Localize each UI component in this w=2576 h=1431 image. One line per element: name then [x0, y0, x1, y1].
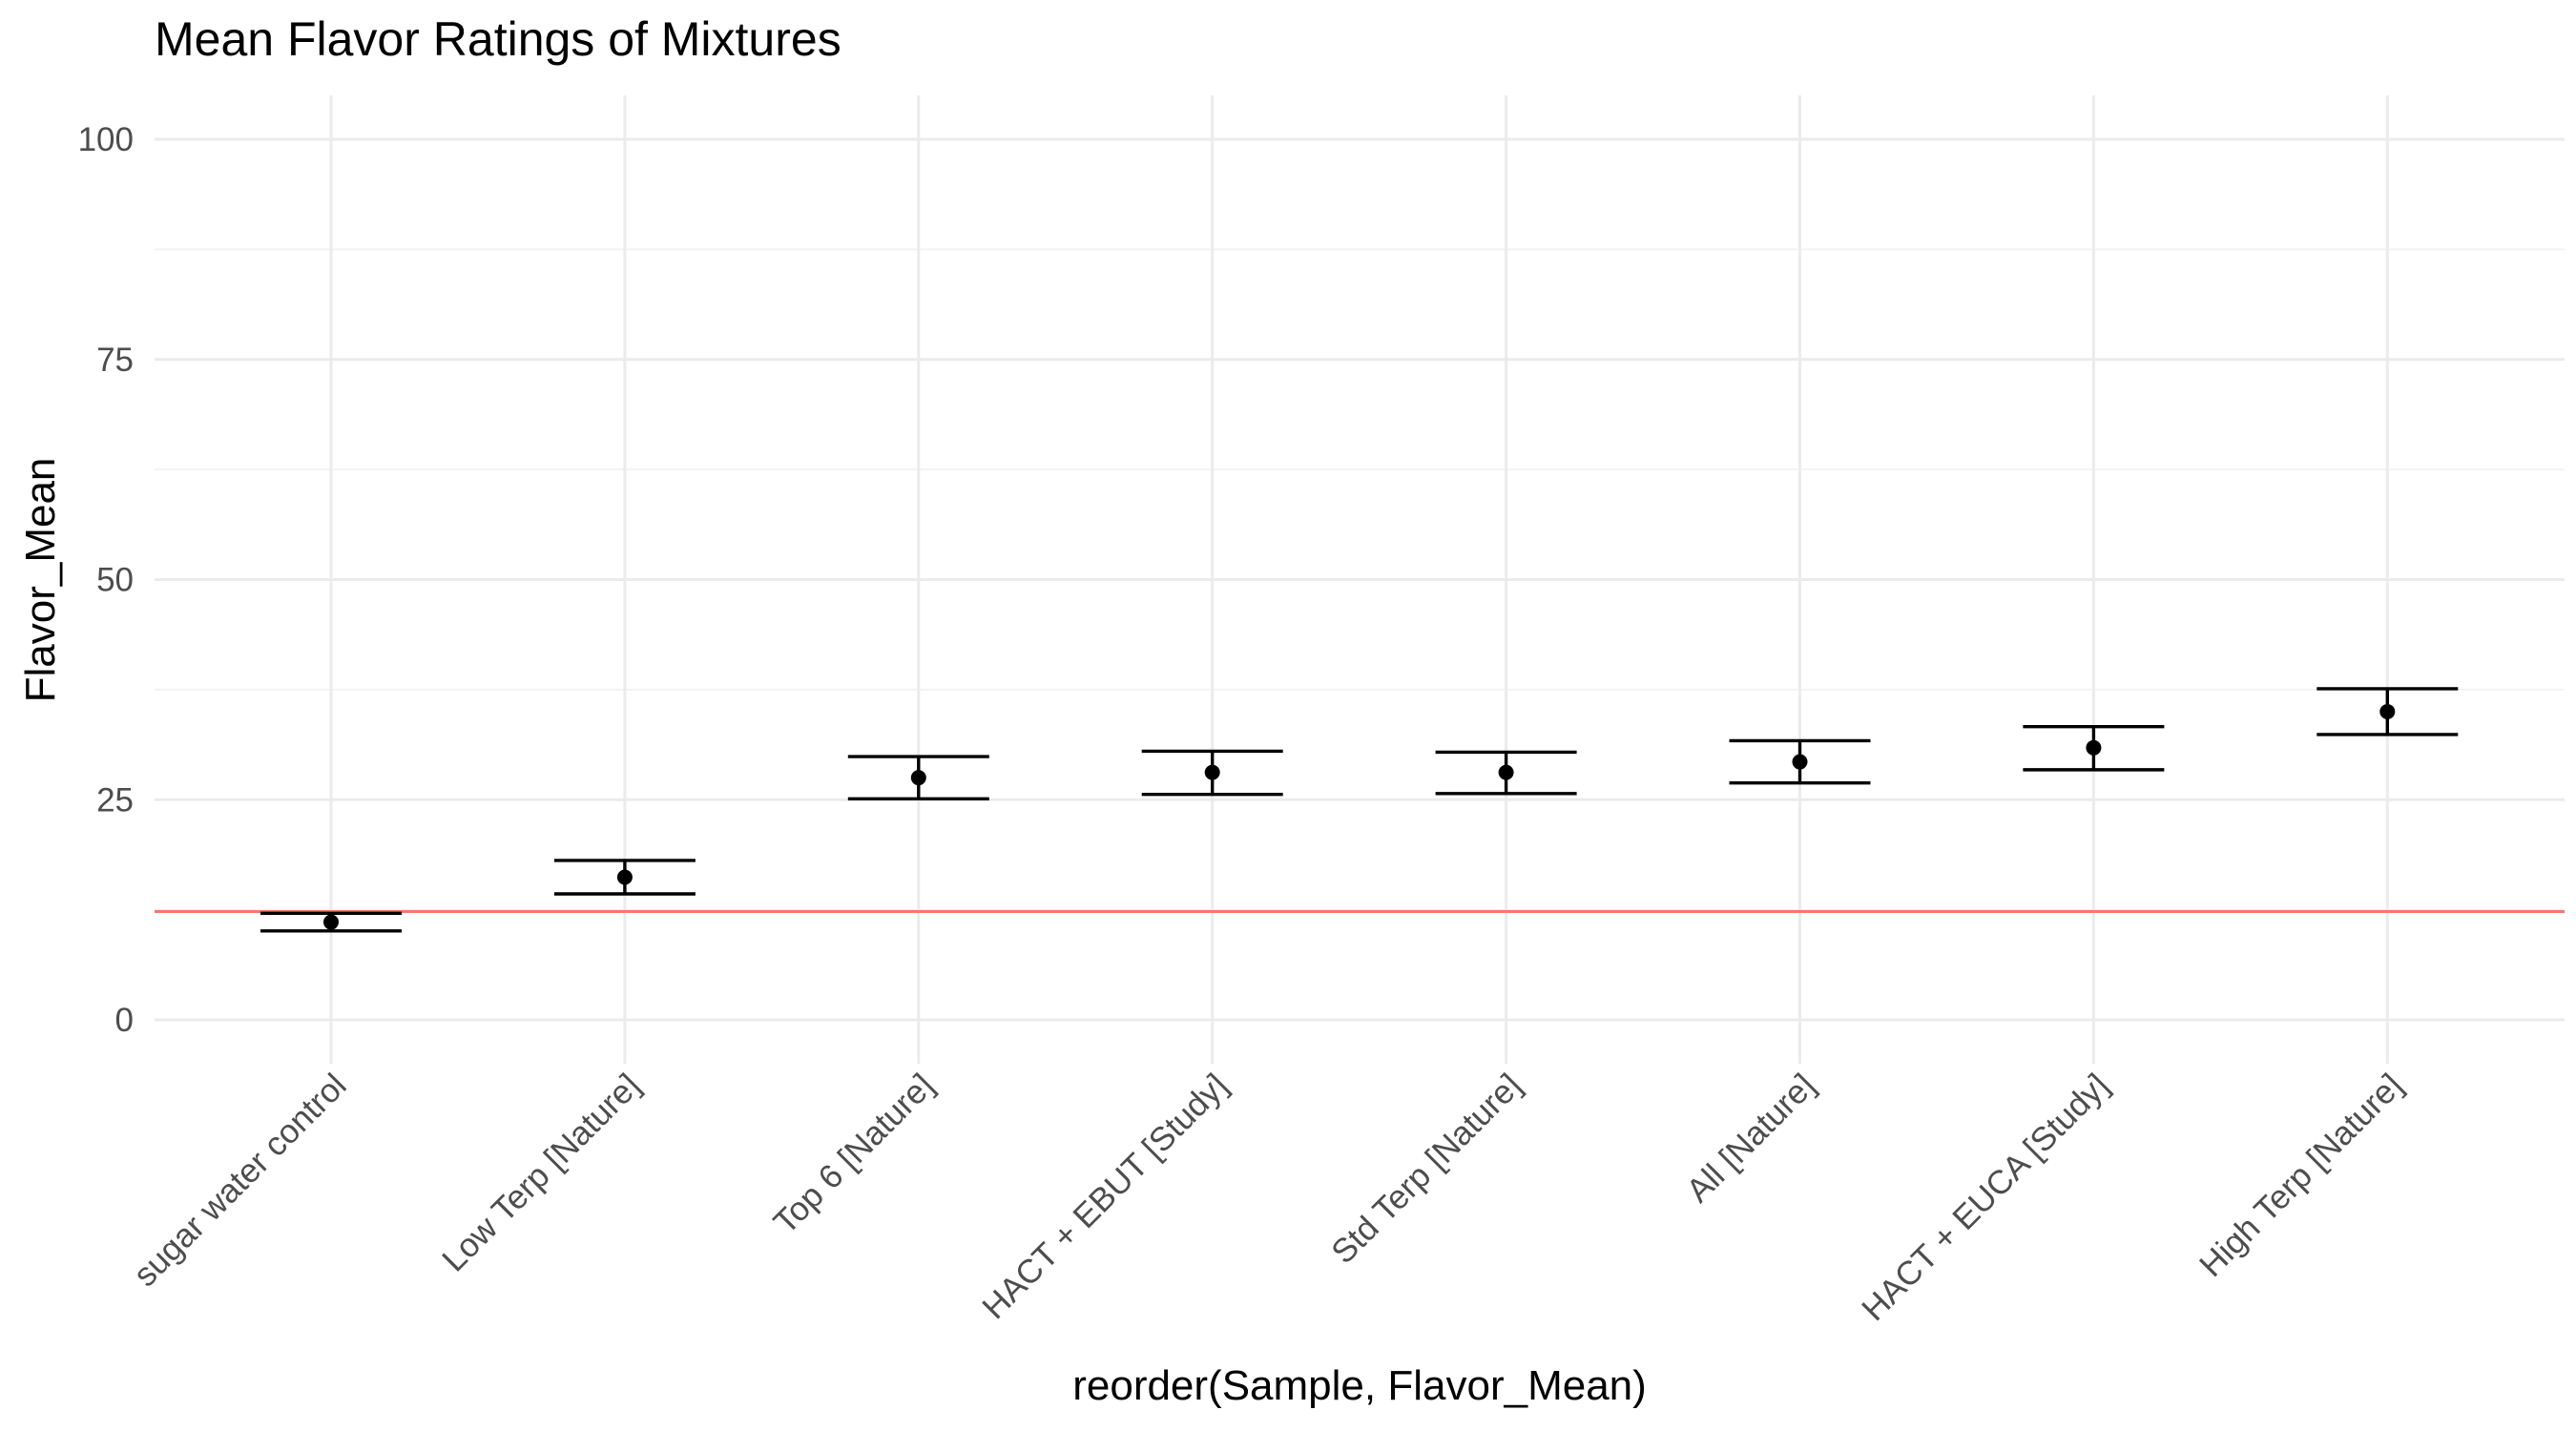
errorbar-group [260, 911, 402, 933]
x-tick-label: sugar water control [127, 1067, 354, 1294]
x-tick-label: HACT + EBUT [Study] [975, 1067, 1235, 1326]
y-tick-label: 50 [96, 562, 134, 599]
mean-point [1498, 764, 1514, 780]
y-tick-label: 0 [115, 1002, 134, 1039]
x-tick-labels: sugar water control Low Terp [Nature] Top … [127, 1067, 2410, 1328]
mean-point [2086, 739, 2102, 756]
y-tick-labels: 0 25 50 75 100 [78, 121, 134, 1039]
errorbar-group [1729, 738, 1871, 785]
y-tick-label: 25 [96, 781, 134, 819]
mean-point [910, 770, 926, 786]
mean-point [323, 914, 339, 930]
x-tick-label: High Terp [Nature] [2192, 1067, 2410, 1284]
errorbar-group [847, 755, 989, 801]
mean-point [2379, 703, 2396, 719]
errorbar-group [553, 859, 696, 896]
errorbar-group [1141, 749, 1283, 797]
y-axis-title: Flavor_Mean [17, 458, 64, 703]
x-axis-title: reorder(Sample, Flavor_Mean) [1072, 1362, 1647, 1409]
mean-point [616, 869, 633, 885]
x-tick-label: All [Nature] [1679, 1067, 1822, 1210]
errorbar-group [1435, 750, 1577, 796]
mean-point [1204, 764, 1220, 780]
y-tick-label: 100 [78, 121, 134, 158]
data-layer [260, 687, 2459, 933]
grid-layer [155, 95, 2565, 1064]
x-tick-label: HACT + EUCA [Study] [1855, 1067, 2116, 1328]
x-tick-label: Std Terp [Nature] [1324, 1067, 1528, 1271]
errorbar-group [2023, 724, 2165, 772]
y-tick-label: 75 [96, 342, 134, 379]
chart-title: Mean Flavor Ratings of Mixtures [155, 12, 841, 66]
x-tick-label: Top 6 [Nature] [766, 1067, 941, 1241]
mean-point [1792, 754, 1808, 770]
errorbar-group [2316, 687, 2459, 736]
x-tick-label: Low Terp [Nature] [435, 1067, 647, 1278]
